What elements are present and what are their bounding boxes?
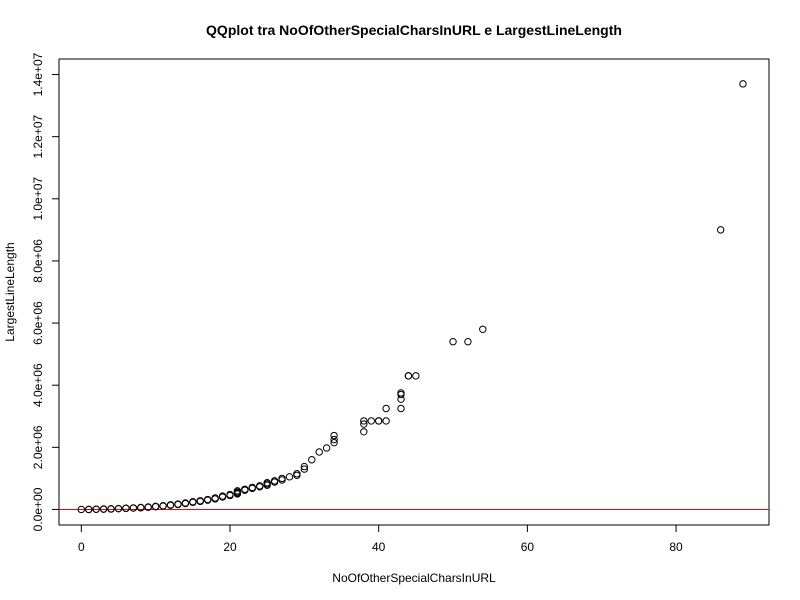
x-axis-label: NoOfOtherSpecialCharsInURL: [332, 571, 496, 585]
y-axis: 0.0e+00 2.0e+06 4.0e+06 6.0e+06 8.0e+06 1.0e+…: [31, 52, 59, 531]
data-point: [152, 503, 158, 509]
data-point: [717, 227, 723, 233]
chart-title: QQplot tra NoOfOtherSpecialCharsInURL e …: [206, 22, 622, 38]
data-point: [413, 373, 419, 379]
x-tick-label: 60: [521, 540, 535, 554]
data-point: [160, 503, 166, 509]
data-point: [108, 506, 114, 512]
data-points: [78, 81, 746, 513]
y-tick-label: 6.0e+06: [31, 301, 45, 345]
y-tick-label: 2.0e+06: [31, 425, 45, 469]
data-point: [309, 457, 315, 463]
data-point: [361, 429, 367, 435]
y-tick-label: 1.4e+07: [31, 52, 45, 96]
x-tick-label: 80: [669, 540, 683, 554]
data-point: [286, 474, 292, 480]
data-point: [323, 445, 329, 451]
x-tick-label: 0: [78, 540, 85, 554]
data-point: [450, 339, 456, 345]
data-point: [465, 339, 471, 345]
data-point: [375, 418, 381, 424]
data-point: [405, 373, 411, 379]
y-tick-label: 0.0e+00: [31, 487, 45, 531]
y-axis-label: LargestLineLength: [3, 242, 17, 341]
data-point: [331, 432, 337, 438]
data-point: [740, 81, 746, 87]
y-tick-label: 1.0e+07: [31, 177, 45, 221]
data-point: [383, 418, 389, 424]
data-point: [480, 326, 486, 332]
plot-frame: [59, 59, 769, 525]
x-axis: 0 20 40 60 80: [78, 525, 683, 554]
y-tick-label: 1.2e+07: [31, 114, 45, 158]
y-tick-label: 8.0e+06: [31, 239, 45, 283]
y-tick-label: 4.0e+06: [31, 363, 45, 407]
x-tick-label: 40: [372, 540, 386, 554]
x-tick-label: 20: [223, 540, 237, 554]
data-point: [398, 405, 404, 411]
data-point: [316, 449, 322, 455]
data-point: [383, 405, 389, 411]
data-point: [368, 418, 374, 424]
data-point: [123, 505, 129, 511]
data-point: [130, 505, 136, 511]
data-point: [115, 505, 121, 511]
